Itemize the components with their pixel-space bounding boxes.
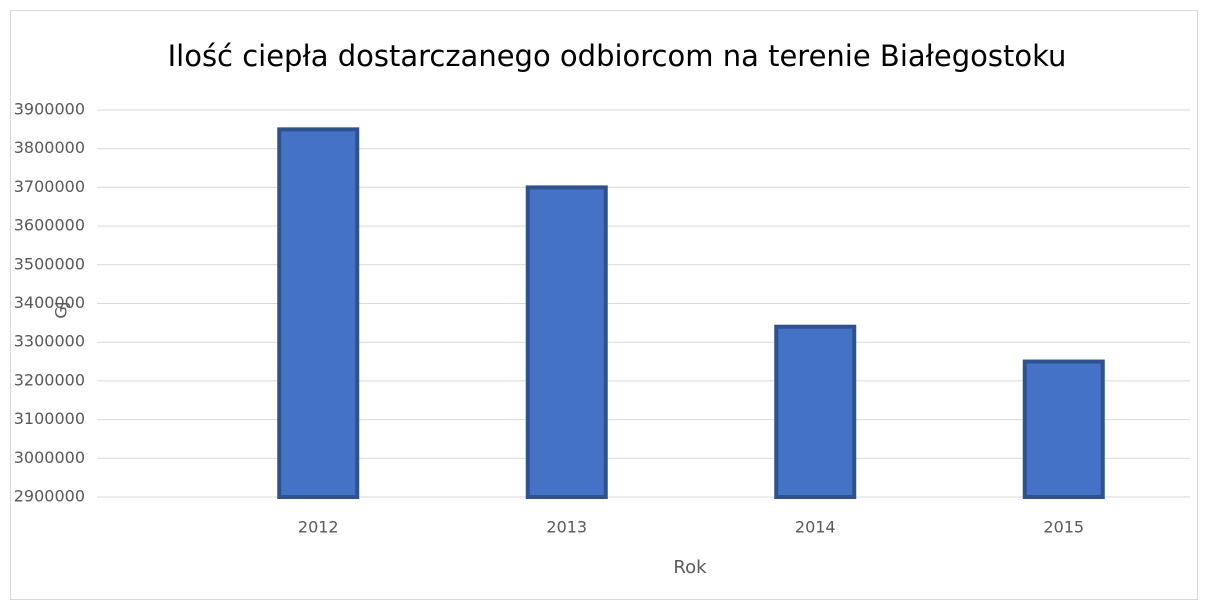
x-tick-label: 2013 <box>546 518 587 537</box>
bar <box>1022 359 1105 499</box>
x-tick-label: 2015 <box>1043 518 1084 537</box>
y-tick-label: 3700000 <box>14 177 85 196</box>
chart-title: Ilość ciepła dostarczanego odbiorcom na … <box>168 39 1067 73</box>
y-tick-label: 3400000 <box>14 293 85 312</box>
y-tick-label: 3000000 <box>14 448 85 467</box>
y-tick-label: 2900000 <box>14 487 85 506</box>
x-tick-label: 2012 <box>298 518 339 537</box>
y-tick-label: 3100000 <box>14 409 85 428</box>
y-tick-label: 3900000 <box>14 100 85 119</box>
y-tick-label: 3500000 <box>14 254 85 273</box>
y-tick-label: 3200000 <box>14 370 85 389</box>
bar <box>774 324 857 499</box>
y-tick-label: 3600000 <box>14 216 85 235</box>
y-tick-label: 3300000 <box>14 332 85 351</box>
x-axis-label: Rok <box>673 557 707 578</box>
bar <box>277 127 360 499</box>
bar <box>525 185 608 499</box>
y-axis-label: GJ <box>52 301 71 318</box>
y-tick-label: 3800000 <box>14 138 85 157</box>
x-tick-label: 2014 <box>795 518 836 537</box>
